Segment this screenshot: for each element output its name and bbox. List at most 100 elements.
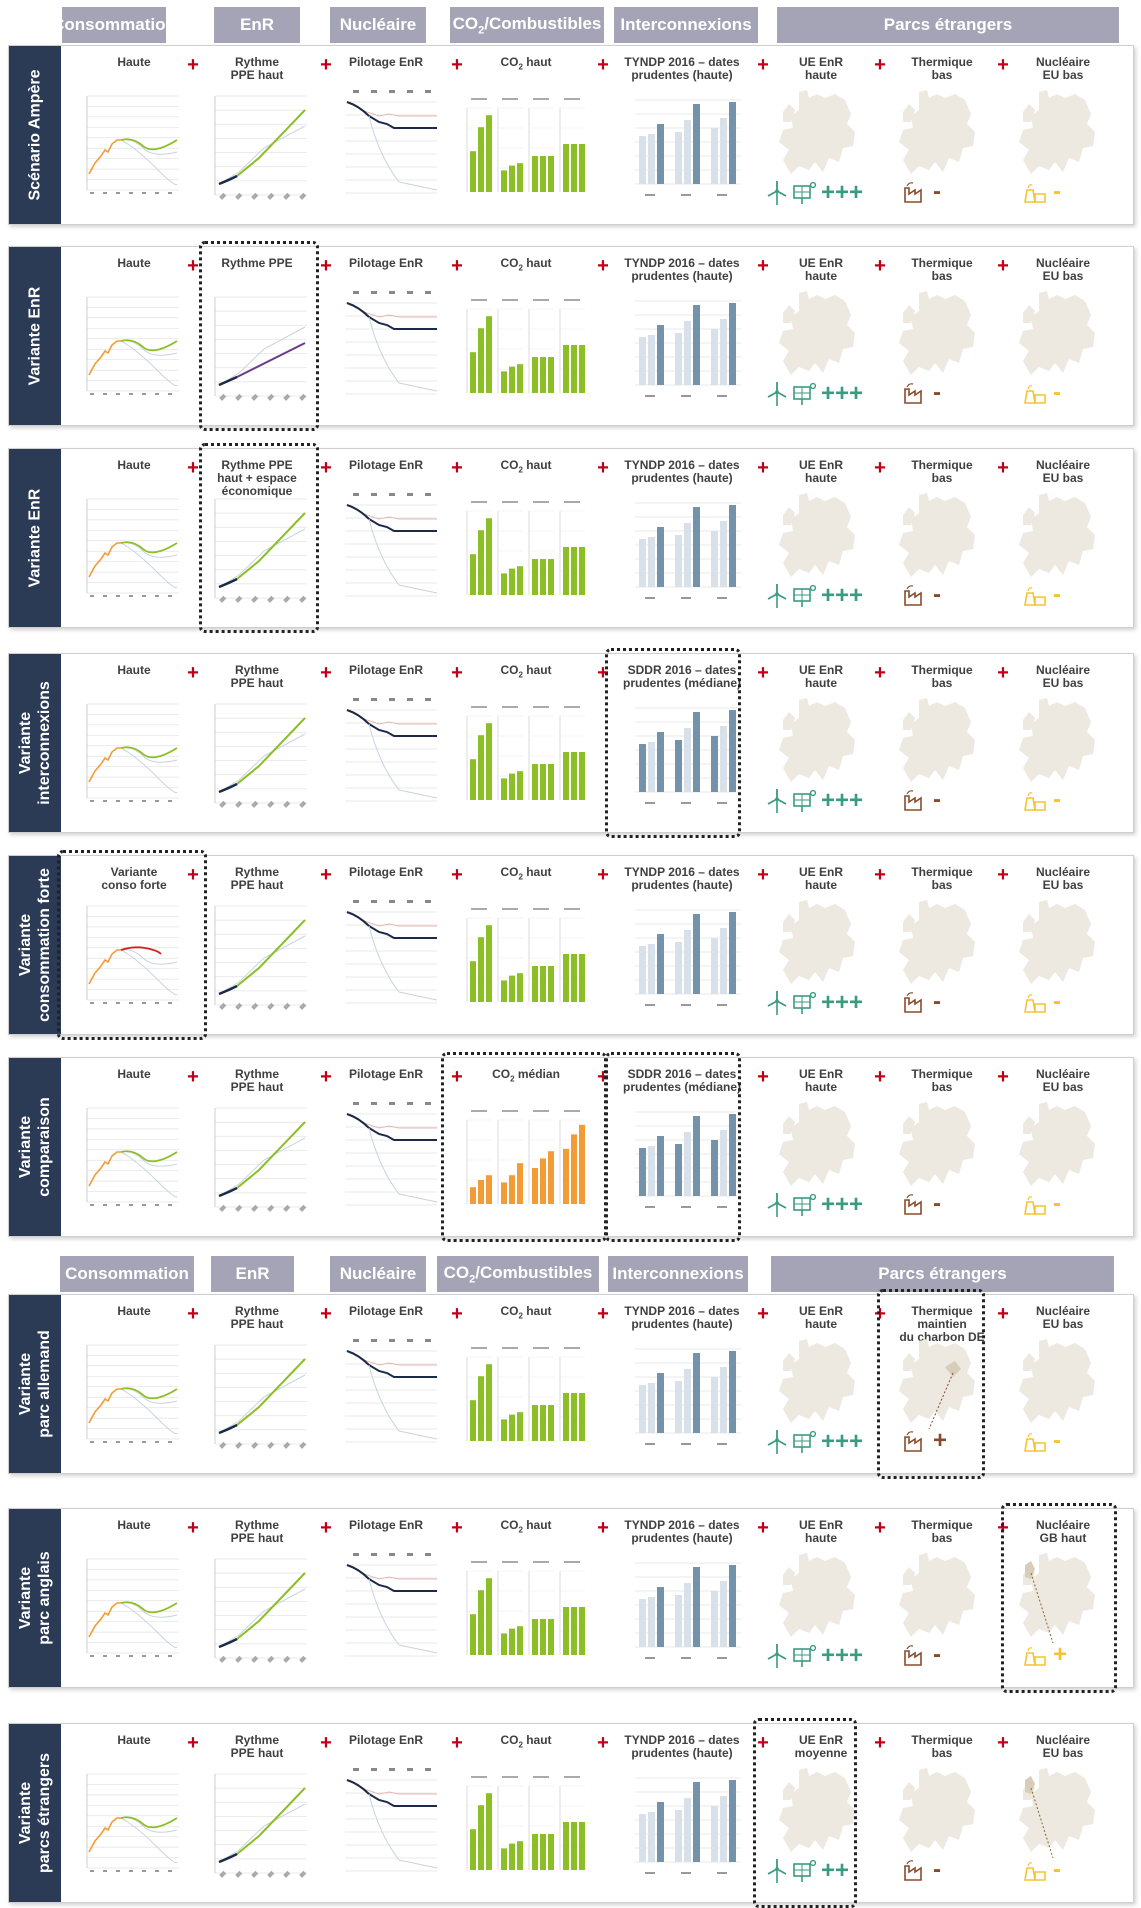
renewables-chart (214, 1107, 307, 1212)
column-label-line: Pilotage EnR (348, 256, 423, 270)
column-label-line: Haute (117, 663, 151, 677)
renewables-chart (214, 1344, 307, 1449)
plus-sign: + (187, 1517, 199, 1539)
co2-bar (563, 547, 569, 595)
plus-sign: + (757, 864, 769, 886)
column-label: Pilotage EnR (311, 664, 461, 677)
europe-map (899, 1553, 975, 1637)
plus-sign: + (597, 1732, 609, 1754)
co2-bar (486, 723, 492, 800)
column-label: Nucléaire EU bas (988, 257, 1138, 283)
nuclear-panel (339, 1549, 439, 1669)
column-label-line: haute (804, 68, 837, 82)
nuclear-panel (339, 1098, 439, 1218)
row-label-text: Variante EnR (26, 489, 45, 588)
column-label-line: UE EnR (798, 256, 843, 270)
co2-bar (571, 345, 577, 393)
thermal-map (889, 1766, 981, 1863)
column-label: Pilotage EnR (311, 866, 461, 879)
interconnection-bar (657, 732, 664, 792)
nuclear-level: - (1053, 379, 1061, 406)
thermal-map (889, 696, 981, 793)
solar-panel-icon (793, 1193, 817, 1216)
column-label: TYNDP 2016 – dates prudentes (haute) (607, 1519, 757, 1545)
co2-fuel-charts (466, 501, 585, 595)
interconnection-bar (720, 1367, 727, 1433)
plus-sign: + (757, 1303, 769, 1325)
co2-bar (501, 1848, 507, 1870)
co2-bar (540, 1619, 546, 1655)
europe-map (899, 90, 975, 174)
column-label: Haute (59, 56, 209, 69)
row-label: Variante interconnexions (9, 654, 61, 832)
wind-turbine-icon (767, 584, 787, 608)
column-label: Pilotage EnR (311, 459, 461, 472)
consumption-chart (86, 95, 179, 194)
row-label-line: consommation forte (36, 868, 53, 1022)
co2-bar (470, 1400, 476, 1441)
column-label-line: Haute (117, 1733, 151, 1747)
nuclear-chart (345, 493, 438, 597)
co2-bar (571, 752, 577, 800)
column-label-line: EU bas (1042, 1080, 1084, 1094)
europe-map (779, 1768, 855, 1852)
thermal-icons: - (903, 990, 941, 1014)
renewables-icons: +++ (765, 1429, 863, 1455)
column-label: UE EnR moyenne (746, 1734, 896, 1760)
interconnection-bar (648, 1383, 655, 1433)
co2-bar (517, 1163, 523, 1204)
consumption-chart (86, 1344, 179, 1443)
co2-panel (461, 1341, 591, 1456)
column-label-line: bas (931, 269, 953, 283)
column-label: UE EnR haute (746, 56, 896, 82)
scenario-row: Variante parc allemand Haute Rythme PPE haut… (8, 1289, 1134, 1479)
consumption-panel (81, 289, 181, 404)
consumption-panel (81, 898, 181, 1013)
interconnection-bar (684, 1132, 691, 1196)
renewables-icons: +++ (765, 381, 863, 407)
column-label-line: prudentes (médiane) (622, 1080, 742, 1094)
ue-renewables-map (769, 1551, 861, 1648)
plus-sign: + (997, 1066, 1009, 1088)
column-label-line: TYNDP 2016 – dates (624, 55, 740, 69)
renewables-level: +++ (821, 582, 864, 609)
co2-fuel-charts (466, 98, 585, 192)
interconnection-bar (639, 337, 646, 385)
plus-sign: + (997, 662, 1009, 684)
nuclear-level: - (1053, 1427, 1061, 1454)
interconnection-chart (635, 1777, 741, 1874)
plus-sign: + (597, 864, 609, 886)
row-label-line: parc anglais (36, 1551, 53, 1645)
column-label: UE EnR haute (746, 257, 896, 283)
co2-bar (509, 975, 515, 1002)
nuclear-chart (345, 1768, 438, 1872)
nuclear-icons: - (1023, 990, 1061, 1014)
interconnection-bar (648, 1146, 655, 1196)
co2-bar (548, 559, 554, 595)
plus-sign: + (320, 1066, 332, 1088)
co2-bar (501, 1182, 507, 1204)
solar-panel-icon (793, 789, 817, 812)
nuclear-icons: - (1023, 1429, 1061, 1453)
thermal-level: - (933, 379, 941, 406)
column-label-line: Haute (117, 1518, 151, 1532)
co2-bar (478, 127, 484, 192)
co2-bar (470, 961, 476, 1002)
renewables-level: +++ (821, 380, 864, 407)
nuclear-plant-icon (1024, 587, 1046, 606)
nuclear-plant-icon (1024, 385, 1046, 404)
co2-bar (532, 764, 538, 800)
co2-bar (509, 1175, 515, 1204)
interconnection-bar (684, 1798, 691, 1862)
row-label-line: Variante EnR (26, 286, 44, 386)
co2-bar (548, 1405, 554, 1441)
row-label-line: parcs étrangers (36, 1752, 53, 1874)
consumption-panel (81, 696, 181, 811)
co2-bar (548, 764, 554, 800)
co2-bar (548, 966, 554, 1002)
co2-panel (461, 1555, 591, 1670)
plus-sign: + (320, 54, 332, 76)
column-label: CO2 médian (451, 1067, 601, 1085)
column-label: Thermique bas (867, 866, 1017, 892)
thermal-map (889, 1337, 981, 1434)
